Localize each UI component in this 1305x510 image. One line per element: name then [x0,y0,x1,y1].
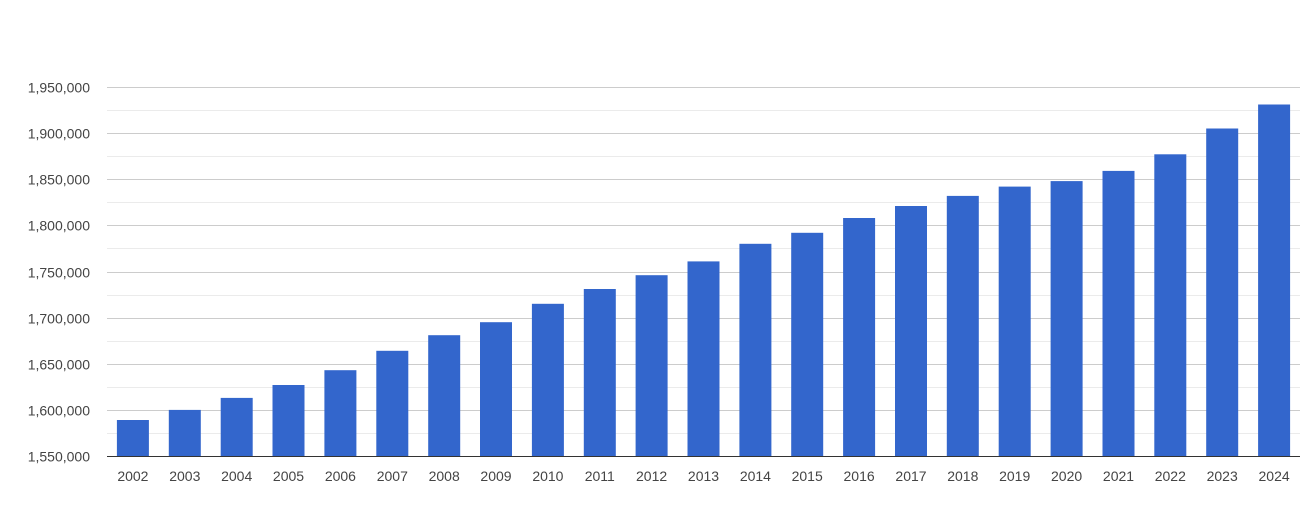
y-tick-label: 1,900,000 [28,126,90,142]
bar-2006 [324,370,357,456]
bar-2005 [272,385,305,456]
bar-2008 [428,335,461,456]
y-tick-label: 1,650,000 [28,357,90,373]
x-tick-label: 2024 [1259,468,1290,484]
bar-2013 [687,261,720,456]
x-tick-label: 2009 [480,468,511,484]
x-tick-label: 2018 [947,468,978,484]
x-tick-label: 2014 [740,468,771,484]
x-tick-label: 2005 [273,468,304,484]
bar-2004 [220,397,253,456]
x-tick-label: 2011 [585,468,615,484]
bar-2003 [168,409,201,456]
bar-2002 [116,420,149,456]
y-tick-label: 1,800,000 [28,218,90,234]
bar-2007 [376,350,409,456]
x-tick-label: 2017 [895,468,926,484]
x-axis: 2002 2003 2004 2005 2006 2007 2008 2009 2010 2011… [107,456,1300,484]
bar-2019 [998,186,1031,456]
bar-2016 [843,218,876,456]
x-tick-label: 2021 [1103,468,1134,484]
gridlines [107,87,1300,434]
bar-2020 [1050,181,1083,456]
x-tick-label: 2023 [1207,468,1238,484]
bars [116,104,1291,457]
x-tick-label: 2016 [844,468,875,484]
y-tick-label: 1,700,000 [28,311,90,327]
bar-2024 [1258,104,1291,456]
x-tick-label: 2013 [688,468,719,484]
x-tick-label: 2003 [169,468,200,484]
bar-2014 [739,243,772,456]
bar-2010 [531,303,564,456]
y-tick-label: 1,550,000 [28,449,90,465]
bar-2009 [480,322,512,456]
bar-2023 [1206,128,1239,456]
x-tick-label: 2004 [221,468,252,484]
x-tick-label: 2002 [117,468,148,484]
x-tick-label: 2010 [532,468,563,484]
y-tick-label: 1,850,000 [28,172,90,188]
x-tick-label: 2007 [377,468,408,484]
bar-2018 [946,195,979,456]
x-tick-label: 2015 [792,468,823,484]
x-tick-label: 2019 [999,468,1030,484]
bar-2011 [583,289,616,456]
y-tick-label: 1,600,000 [28,403,90,419]
x-tick-label: 2012 [636,468,667,484]
bar-2012 [635,275,668,456]
y-tick-label: 1,950,000 [28,80,90,96]
x-tick-label: 2008 [429,468,460,484]
bar-2021 [1102,170,1135,456]
x-tick-label: 2022 [1155,468,1186,484]
x-tick-label: 2006 [325,468,356,484]
y-axis: 1,550,000 1,600,000 1,650,000 1,700,000 1,75… [28,80,90,465]
x-tick-label: 2020 [1051,468,1082,484]
bar-2015 [791,232,824,456]
bar-2017 [895,206,927,456]
bar-2022 [1154,154,1187,457]
y-tick-label: 1,750,000 [28,265,90,281]
